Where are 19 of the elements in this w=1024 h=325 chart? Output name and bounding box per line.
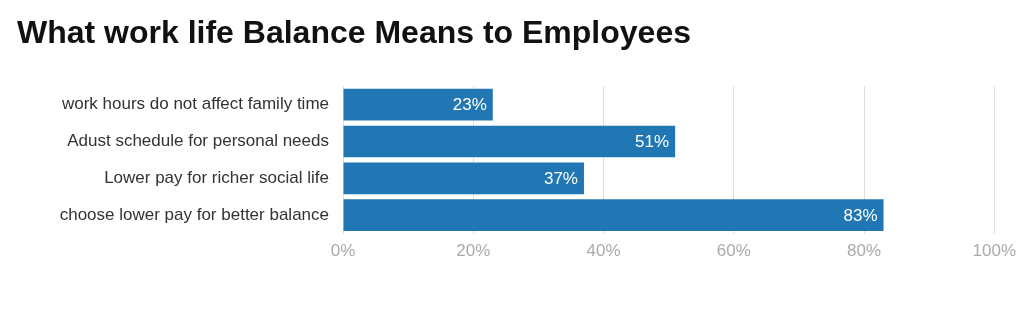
bar <box>343 199 884 232</box>
data-label: 51% <box>635 132 670 152</box>
data-label: 83% <box>843 205 878 225</box>
y-tick-label: Lower pay for richer social life <box>104 168 329 188</box>
x-tick-label: 80% <box>846 241 882 261</box>
x-tick-label: 100% <box>972 241 1016 261</box>
bar <box>343 88 493 121</box>
y-tick-label: choose lower pay for better balance <box>59 204 329 224</box>
x-tick-label: 60% <box>716 241 751 261</box>
x-tick-label: 40% <box>586 241 621 261</box>
bar <box>343 125 676 158</box>
bar <box>343 162 584 195</box>
y-tick-label: Adust schedule for personal needs <box>67 131 329 151</box>
x-tick-label: 0% <box>330 241 356 261</box>
x-tick-label: 20% <box>456 241 491 261</box>
chart-title: What work life Balance Means to Employees <box>17 14 691 51</box>
data-label: 37% <box>543 169 578 189</box>
data-label: 23% <box>452 95 487 115</box>
y-tick-label: work hours do not affect family time <box>60 94 329 114</box>
